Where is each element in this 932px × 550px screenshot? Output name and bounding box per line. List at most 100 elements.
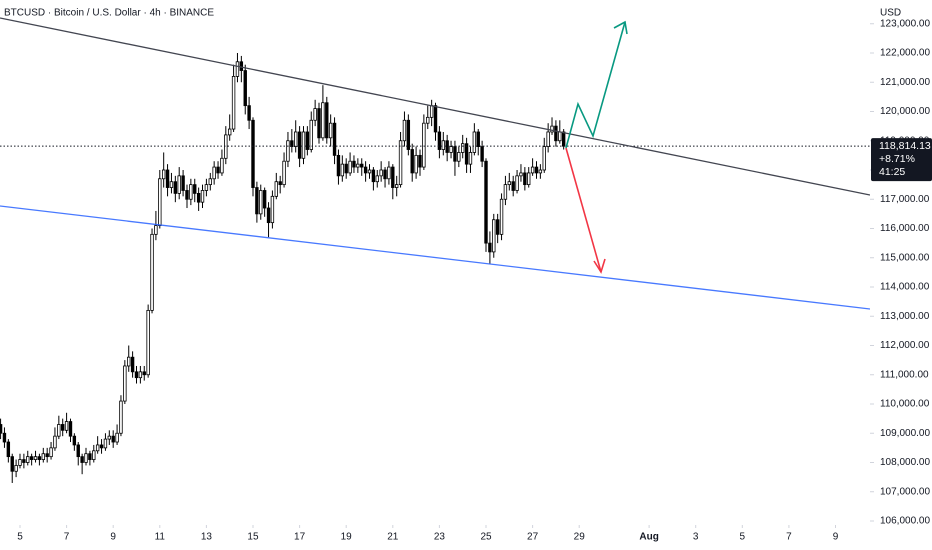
candle-body bbox=[542, 146, 546, 171]
candle-body bbox=[464, 143, 469, 165]
drawings bbox=[0, 17, 870, 310]
candle-body bbox=[57, 424, 61, 437]
candle-body bbox=[146, 309, 150, 376]
candle-body bbox=[127, 356, 131, 367]
candle-body bbox=[297, 131, 302, 159]
candle-body bbox=[495, 219, 500, 235]
candle-body bbox=[111, 435, 115, 443]
candle-body bbox=[95, 444, 100, 452]
candle-body bbox=[107, 435, 112, 440]
candle-body bbox=[449, 146, 453, 153]
candle-body bbox=[278, 181, 282, 186]
candle-body bbox=[150, 233, 154, 311]
candle-body bbox=[29, 456, 34, 460]
candle-body bbox=[243, 70, 247, 107]
candle-body bbox=[134, 371, 139, 379]
candle-body bbox=[550, 125, 554, 133]
y-tick-label: 121,000.00 bbox=[880, 77, 930, 88]
candle-body bbox=[10, 456, 14, 472]
candle-body bbox=[305, 131, 310, 150]
candle-body bbox=[239, 61, 244, 71]
candle-body bbox=[2, 432, 7, 443]
candle-body bbox=[33, 456, 38, 460]
candle-body bbox=[14, 465, 18, 472]
candle-body bbox=[220, 157, 224, 174]
candle-body bbox=[88, 453, 92, 460]
candle-body bbox=[371, 169, 376, 183]
x-tick-label: 17 bbox=[294, 532, 306, 543]
candle-body bbox=[503, 184, 508, 200]
candle-body bbox=[402, 119, 407, 142]
candle-body bbox=[534, 166, 539, 174]
candle-body bbox=[387, 166, 391, 180]
candle-body bbox=[45, 453, 49, 458]
candle-body bbox=[379, 169, 383, 177]
candle-body bbox=[138, 371, 143, 379]
y-tick-label: 116,000.00 bbox=[880, 223, 930, 234]
x-tick-label: 7 bbox=[786, 532, 792, 543]
x-tick-label: 9 bbox=[110, 532, 116, 543]
candle-body bbox=[22, 459, 26, 463]
candle-body bbox=[123, 365, 127, 402]
candle-body bbox=[80, 456, 84, 463]
candle-body bbox=[251, 119, 255, 188]
candle-body bbox=[18, 459, 22, 466]
candle-body bbox=[212, 166, 216, 180]
candle-body bbox=[414, 154, 418, 174]
candle-body bbox=[84, 453, 88, 463]
y-tick-label: 120,000.00 bbox=[880, 106, 930, 117]
candle-body bbox=[53, 435, 57, 449]
x-tick-label: 19 bbox=[341, 532, 353, 543]
x-tick-label: 11 bbox=[155, 532, 166, 543]
candle-body bbox=[352, 160, 356, 168]
bearish-arrowhead bbox=[593, 258, 606, 274]
bullish-arrowhead bbox=[613, 20, 628, 35]
candle-body bbox=[515, 175, 519, 191]
candle-body bbox=[492, 219, 496, 253]
y-tick-label: 111,000.00 bbox=[880, 369, 929, 380]
bar-countdown: 41:25 bbox=[879, 166, 905, 178]
candle-body bbox=[418, 154, 422, 168]
candle-body bbox=[313, 108, 317, 121]
y-tick-label: 123,000.00 bbox=[880, 18, 930, 29]
candle-body bbox=[216, 166, 220, 174]
candle-body bbox=[410, 149, 414, 174]
x-tick-label: 13 bbox=[201, 532, 213, 543]
candle-body bbox=[468, 152, 473, 165]
candle-body bbox=[286, 140, 290, 162]
y-tick-label: 114,000.00 bbox=[880, 282, 930, 293]
candle-body bbox=[49, 447, 53, 458]
candle-body bbox=[6, 441, 11, 458]
candle-body bbox=[262, 190, 267, 209]
candle-body bbox=[441, 140, 445, 150]
axis-currency: USD bbox=[880, 8, 901, 19]
last-price-label: 118,814.13 bbox=[879, 140, 931, 152]
candle-body bbox=[558, 131, 562, 142]
candle-body bbox=[204, 184, 209, 191]
candle-body bbox=[328, 122, 333, 139]
candle-body bbox=[511, 181, 515, 191]
candle-body bbox=[472, 131, 477, 153]
y-tick-label: 112,000.00 bbox=[880, 340, 930, 351]
candle-body bbox=[115, 432, 119, 443]
candle-body bbox=[193, 184, 197, 194]
candle-body bbox=[247, 105, 251, 121]
candle-body bbox=[208, 178, 212, 186]
x-tick-label: 15 bbox=[247, 532, 259, 543]
candle-body bbox=[546, 131, 550, 147]
candle-body bbox=[332, 122, 337, 156]
candle-body bbox=[398, 140, 403, 186]
y-tick-label: 117,000.00 bbox=[880, 194, 930, 205]
candle-body bbox=[26, 456, 30, 463]
candle-body bbox=[161, 169, 166, 180]
candle-body bbox=[165, 169, 170, 188]
candle-body bbox=[554, 125, 558, 142]
candle-body bbox=[72, 435, 77, 446]
candle-body bbox=[37, 456, 42, 460]
x-tick-label: 23 bbox=[434, 532, 446, 543]
candle-body bbox=[530, 166, 535, 174]
candle-body bbox=[325, 102, 329, 139]
candle-body bbox=[461, 143, 465, 153]
candle-body bbox=[231, 75, 236, 130]
